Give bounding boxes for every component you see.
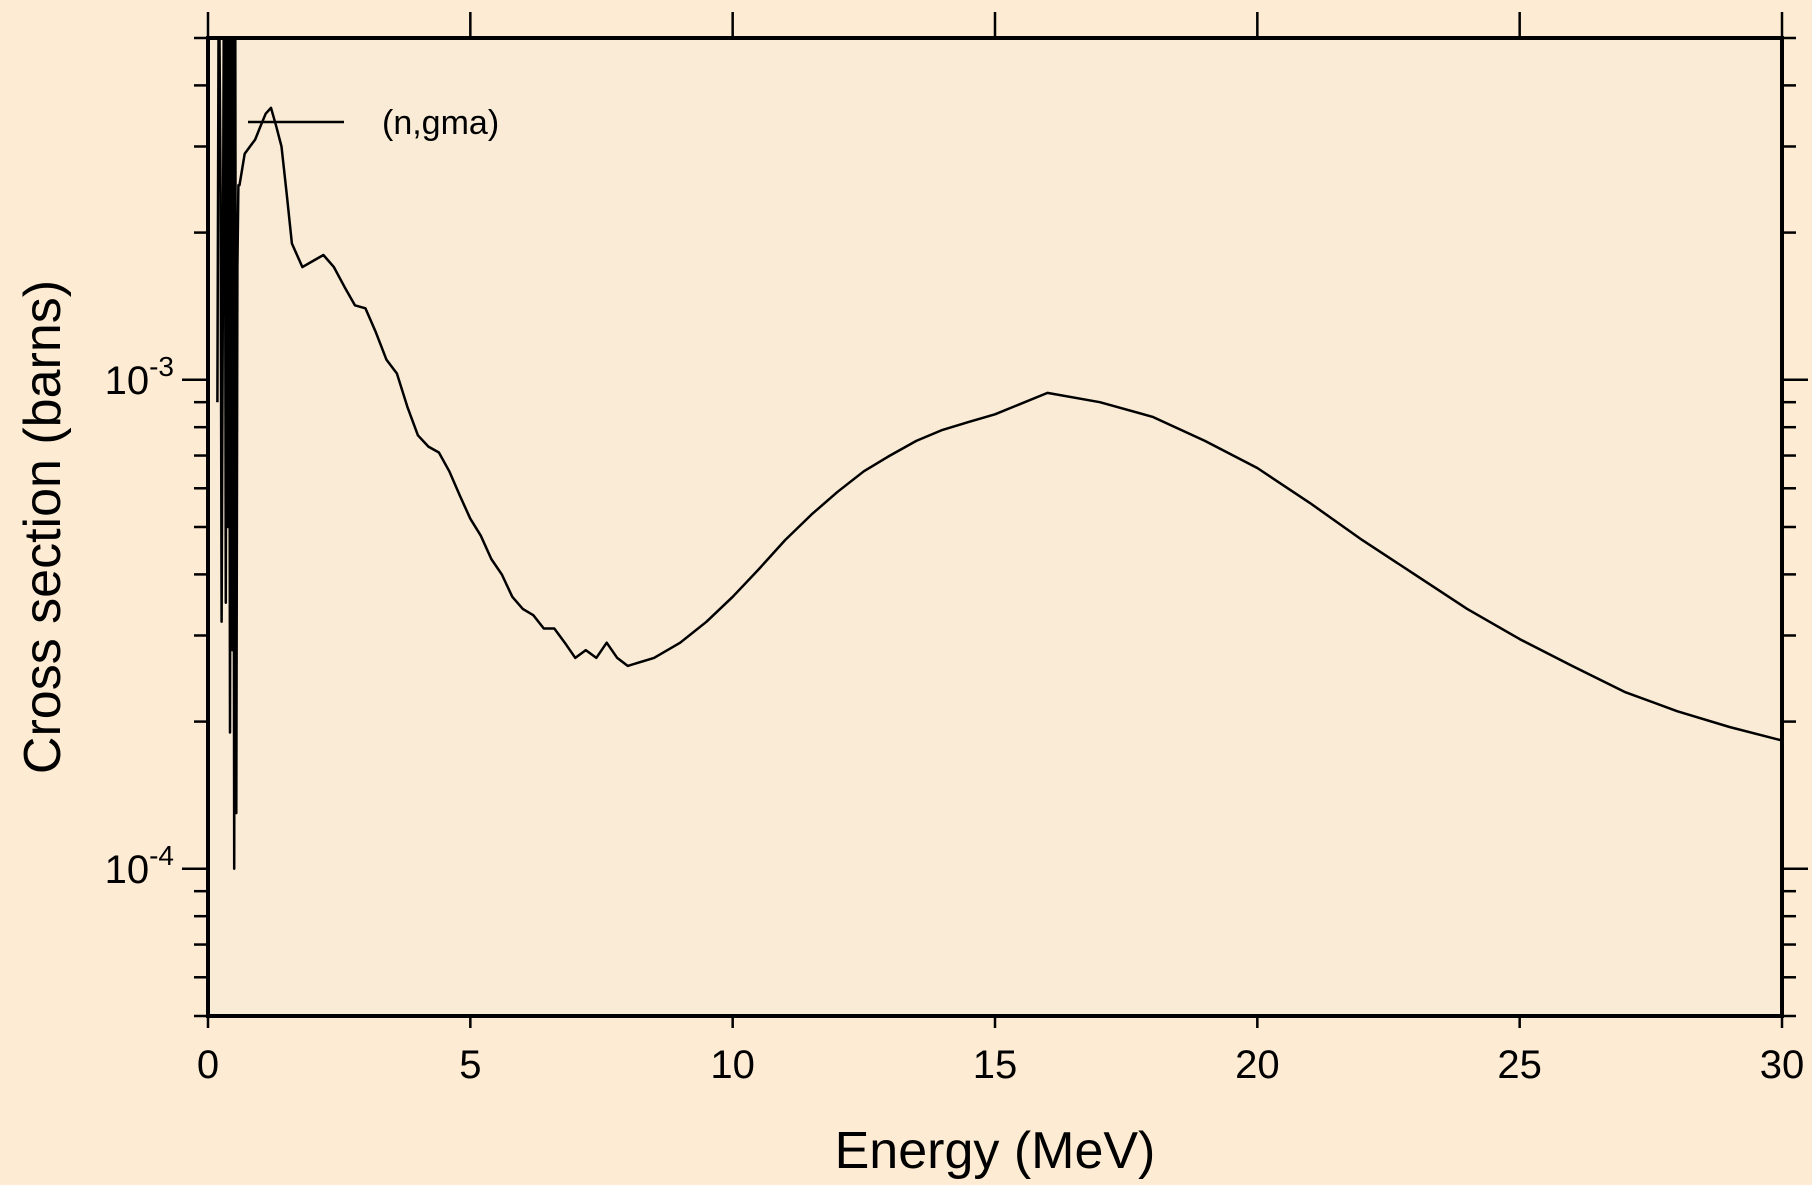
x-tick-label: 10 (710, 1043, 755, 1087)
series-line-n-gma (216, 36, 1783, 871)
plot-area (206, 36, 1784, 1018)
y-axis-label: Cross section (barns) (14, 280, 72, 774)
x-axis-ticks: 0 5 10 15 20 25 30 (197, 12, 1804, 1087)
x-tick-label: 25 (1497, 1043, 1542, 1087)
y-tick-label: 10-4 (105, 840, 174, 892)
x-tick-label: 20 (1235, 1043, 1280, 1087)
legend: (n,gma) (248, 104, 499, 142)
y-axis-ticks: 10-4 10-3 (105, 36, 1808, 1018)
x-tick-label: 30 (1760, 1043, 1805, 1087)
x-tick-label: 5 (459, 1043, 481, 1087)
x-tick-label: 15 (973, 1043, 1018, 1087)
x-tick-label: 0 (197, 1043, 219, 1087)
legend-label-n-gma: (n,gma) (382, 104, 499, 142)
x-axis-label: Energy (MeV) (835, 1122, 1156, 1180)
y-tick-label: 10-3 (105, 351, 174, 403)
